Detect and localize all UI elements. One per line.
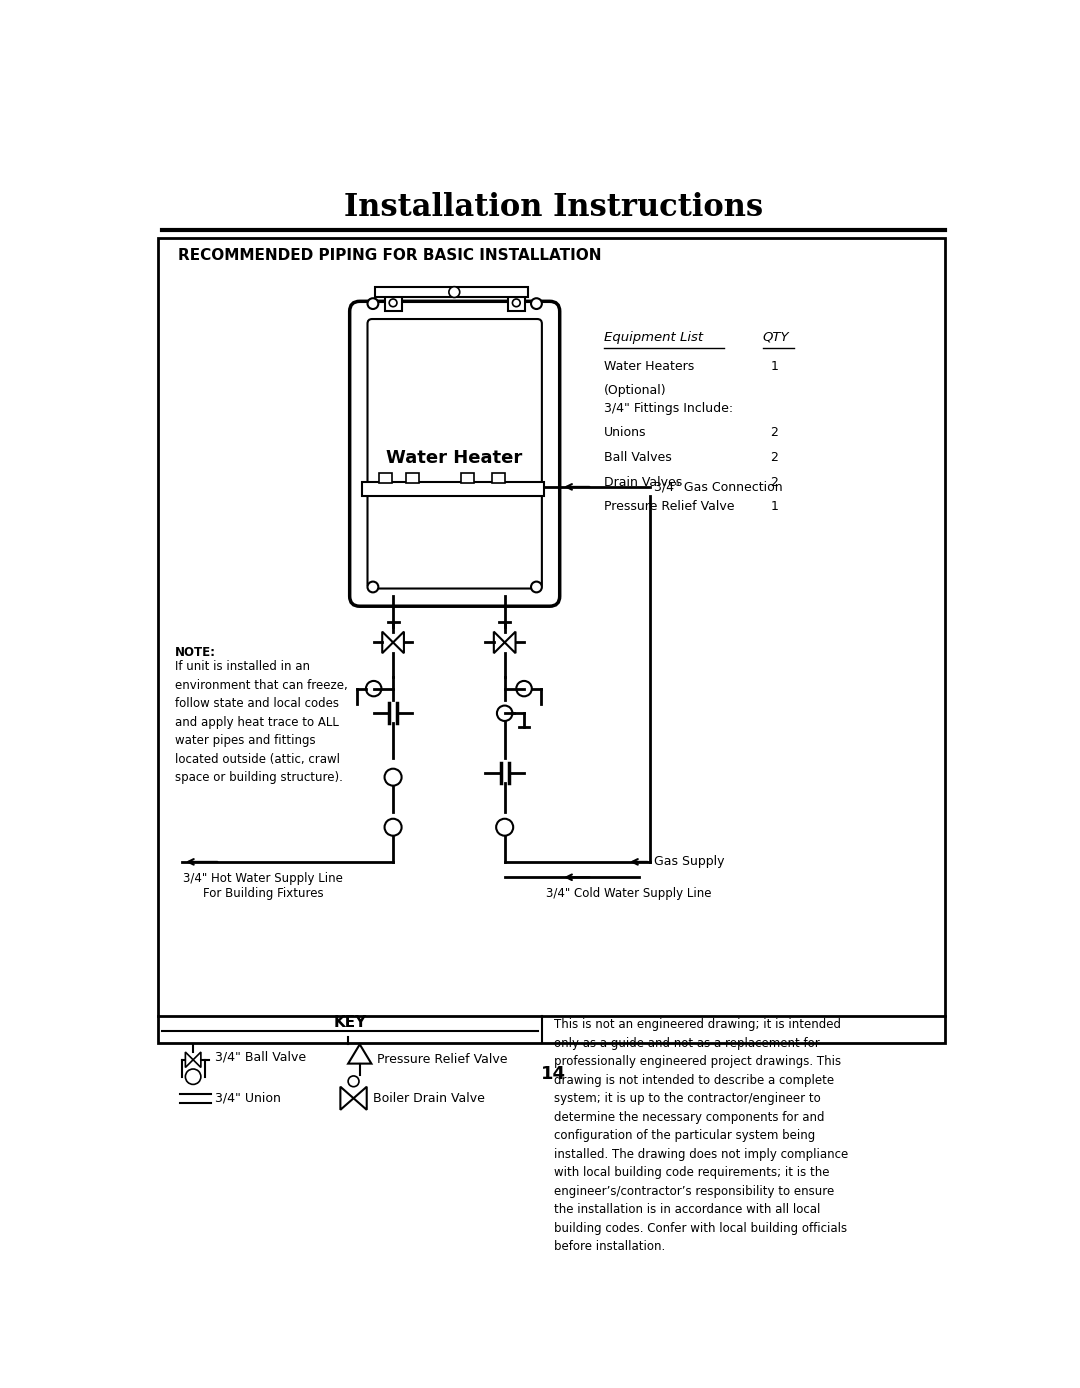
Circle shape [367,298,378,310]
Bar [406,473,419,483]
Circle shape [531,298,542,310]
Text: Equipment List: Equipment List [604,330,703,344]
Circle shape [348,1076,359,1087]
Circle shape [384,769,402,786]
Text: Ball Valves: Ball Valves [604,451,672,464]
Polygon shape [186,1052,193,1067]
Text: 14: 14 [541,1065,566,1083]
Circle shape [496,819,513,836]
Text: 2: 2 [770,476,779,489]
FancyBboxPatch shape [159,239,945,1042]
Text: 3/4" Hot Water Supply Line: 3/4" Hot Water Supply Line [183,872,342,886]
Bar [384,294,402,311]
Circle shape [449,287,460,297]
Circle shape [366,682,381,697]
Polygon shape [193,1052,201,1067]
Circle shape [186,1069,201,1084]
Text: 3/4" Gas Connection: 3/4" Gas Connection [654,480,783,493]
Polygon shape [504,632,515,654]
Circle shape [516,682,531,697]
Text: 3/4" Union: 3/4" Union [215,1092,281,1105]
Text: Boiler Drain Valve: Boiler Drain Valve [373,1092,485,1105]
Text: Pressure Relief Valve: Pressure Relief Valve [377,1053,508,1066]
Text: 3/4" Ball Valve: 3/4" Ball Valve [215,1051,306,1065]
Text: 1: 1 [770,500,779,514]
Text: 1: 1 [770,359,779,373]
FancyBboxPatch shape [367,319,542,589]
Circle shape [531,582,542,593]
Text: 2: 2 [770,426,779,440]
Text: RECOMMENDED PIPING FOR BASIC INSTALLATION: RECOMMENDED PIPING FOR BASIC INSTALLATIO… [177,248,602,264]
Text: NOTE:: NOTE: [175,647,216,659]
Text: This is not an engineered drawing; it is intended
only as a guide and not as a r: This is not an engineered drawing; it is… [554,1019,848,1253]
Text: 2: 2 [770,451,779,464]
Bar [379,473,392,483]
Text: KEY: KEY [334,1015,367,1030]
Text: Water Heaters: Water Heaters [604,359,694,373]
Text: (Optional)
3/4" Fittings Include:: (Optional) 3/4" Fittings Include: [604,384,733,415]
Polygon shape [494,632,504,654]
Bar [460,473,474,483]
Bar [362,482,544,496]
Circle shape [389,298,397,307]
Text: Pressure Relief Valve: Pressure Relief Valve [604,500,734,514]
Text: Drain Valves: Drain Valves [604,476,683,489]
Text: 3/4" Cold Water Supply Line: 3/4" Cold Water Supply Line [545,887,712,901]
Text: Gas Supply: Gas Supply [654,855,725,869]
Circle shape [384,819,402,836]
Text: If unit is installed in an
environment that can freeze,
follow state and local c: If unit is installed in an environment t… [175,661,348,784]
Polygon shape [382,632,393,654]
Bar [508,294,525,311]
Circle shape [497,705,512,720]
Text: Water Heater: Water Heater [387,448,523,466]
Bar [375,287,528,297]
Text: Unions: Unions [604,426,646,440]
Polygon shape [393,632,404,654]
Circle shape [512,298,521,307]
Text: Installation Instructions: Installation Instructions [343,192,764,223]
Text: QTY: QTY [762,330,789,344]
Text: For Building Fixtures: For Building Fixtures [203,887,323,901]
Circle shape [367,582,378,593]
FancyBboxPatch shape [350,301,559,607]
Bar [491,473,504,483]
